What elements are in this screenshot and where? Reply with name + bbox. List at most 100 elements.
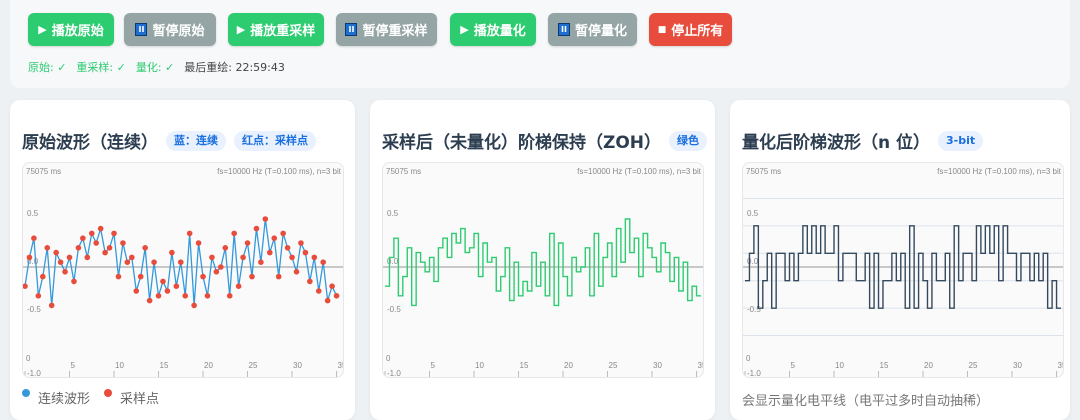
y-tick-label: 0.0 <box>747 257 759 266</box>
x-tick-label: 15 <box>520 361 529 370</box>
button-1-pause[interactable]: II 暂停原始 <box>124 13 216 46</box>
sample-point <box>177 259 184 265</box>
x-tick-label: 20 <box>204 361 213 370</box>
panel-header: 量化后阶梯波形（n 位） 3-bit <box>742 128 1064 153</box>
button-6-stop[interactable]: ■ 停止所有 <box>649 13 732 46</box>
x-tick-label: 5 <box>791 361 796 370</box>
chart-zoh: 75075 ms fs=10000 Hz (T=0.100 ms), n=3 bi… <box>382 162 704 378</box>
y-tick-label: -1.0 <box>387 369 401 377</box>
sample-point <box>240 254 246 261</box>
sample-point <box>129 254 135 261</box>
status-original: 原始: ✓ <box>28 61 67 74</box>
panel-title: 量化后阶梯波形（n 位） <box>742 133 931 153</box>
button-4-play[interactable]: ▶ 播放量化 <box>450 13 536 46</box>
x-tick-label: 25 <box>609 361 618 370</box>
sample-point <box>23 283 28 289</box>
sample-point <box>142 245 148 251</box>
play-icon: ▶ <box>236 23 246 36</box>
legend-continuous: 连续波形 <box>22 388 90 407</box>
y-tick-label: -0.5 <box>387 305 401 314</box>
pause-icon: II <box>135 23 148 36</box>
button-label: 暂停量化 <box>574 24 627 39</box>
x-tick-label: 0 <box>26 354 31 363</box>
button-3-pause[interactable]: II 暂停重采样 <box>336 13 437 46</box>
x-tick-label: 25 <box>969 361 978 370</box>
x-tick-label: 0 <box>746 354 751 363</box>
time-label: 75075 ms <box>26 167 61 176</box>
time-label: 75075 ms <box>746 167 781 176</box>
button-label: 播放原始 <box>51 24 104 39</box>
info-label: fs=10000 Hz (T=0.100 ms), n=3 bit <box>577 167 702 176</box>
y-tick-label: -0.5 <box>27 305 41 314</box>
status-line: 原始: ✓ 重采样: ✓ 量化: ✓ 最后重绘: 22:59:43 <box>28 59 285 75</box>
sample-point <box>71 278 77 285</box>
sample-point <box>26 254 33 261</box>
button-label: 播放量化 <box>473 24 526 39</box>
sample-point <box>226 293 233 299</box>
sample-point <box>164 288 171 294</box>
y-tick-label: 0.0 <box>387 257 399 266</box>
sample-point <box>249 273 255 280</box>
pause-icon: II <box>557 23 570 36</box>
sample-point <box>151 259 157 265</box>
button-5-pause[interactable]: II 暂停量化 <box>548 13 637 46</box>
sample-point <box>222 245 229 251</box>
sample-point <box>160 278 166 285</box>
sample-point <box>75 245 82 251</box>
x-tick-label: 15 <box>880 361 889 370</box>
sample-point <box>195 240 202 246</box>
y-tick-label: 0.5 <box>747 209 759 218</box>
sample-point <box>289 254 295 261</box>
button-label: 暂停原始 <box>152 24 205 39</box>
button-label: 停止所有 <box>671 24 724 39</box>
panel-header: 采样后（未量化）阶梯保持（ZOH） 绿色 <box>382 128 709 153</box>
red-dot-icon <box>104 389 113 397</box>
x-tick-label: 30 <box>293 361 302 370</box>
button-label: 播放重采样 <box>250 24 316 39</box>
sample-point <box>40 273 46 280</box>
legend-label: 连续波形 <box>38 392 91 407</box>
sample-point <box>120 240 126 246</box>
play-icon: ▶ <box>38 23 47 36</box>
sample-point <box>48 302 55 309</box>
zoh-step-line <box>385 218 701 307</box>
sample-point <box>53 249 59 256</box>
sample-point <box>320 259 326 265</box>
sample-point <box>333 293 340 299</box>
panel-quantized: 量化后阶梯波形（n 位） 3-bit 75075 ms fs=10000 Hz (… <box>730 100 1070 420</box>
pause-icon: II <box>345 23 358 36</box>
sample-point <box>284 245 291 251</box>
x-tick-label: 10 <box>115 361 124 370</box>
y-tick-label: -1.0 <box>27 369 41 377</box>
sample-point <box>262 216 269 222</box>
tag-blue: 蓝：连续 <box>166 130 226 151</box>
legend-samples: 采样点 <box>104 388 159 407</box>
sample-point <box>329 283 335 289</box>
chart-original: 75075 ms fs=10000 Hz (T=0.100 ms), n=3 bi… <box>22 162 344 378</box>
sample-point <box>133 288 140 294</box>
sample-point <box>88 230 95 237</box>
button-0-play[interactable]: ▶ 播放原始 <box>28 13 114 46</box>
x-tick-label: 30 <box>1013 361 1022 370</box>
sample-point <box>137 273 144 280</box>
sample-point <box>271 235 278 241</box>
sample-point <box>324 297 331 304</box>
button-2-play[interactable]: ▶ 播放重采样 <box>228 13 324 46</box>
panel-header: 原始波形（连续） 蓝：连续 红点：采样点 <box>22 128 349 153</box>
legend-label: 采样点 <box>120 392 160 407</box>
panel-title: 采样后（未量化）阶梯保持（ZOH） <box>382 133 662 153</box>
sample-point <box>213 269 220 275</box>
sample-point <box>235 283 242 289</box>
sample-point <box>31 235 37 241</box>
sample-point <box>115 273 122 280</box>
sample-point <box>155 293 162 299</box>
x-tick-label: 25 <box>249 361 258 370</box>
sample-point <box>62 269 68 275</box>
tag-bits: 3-bit <box>938 130 984 151</box>
sample-point <box>80 235 86 241</box>
tag-green: 绿色 <box>669 130 708 151</box>
sample-point <box>280 230 286 237</box>
sample-point <box>111 230 117 237</box>
y-tick-label: 0.5 <box>387 209 399 218</box>
x-tick-label: 5 <box>431 361 436 370</box>
